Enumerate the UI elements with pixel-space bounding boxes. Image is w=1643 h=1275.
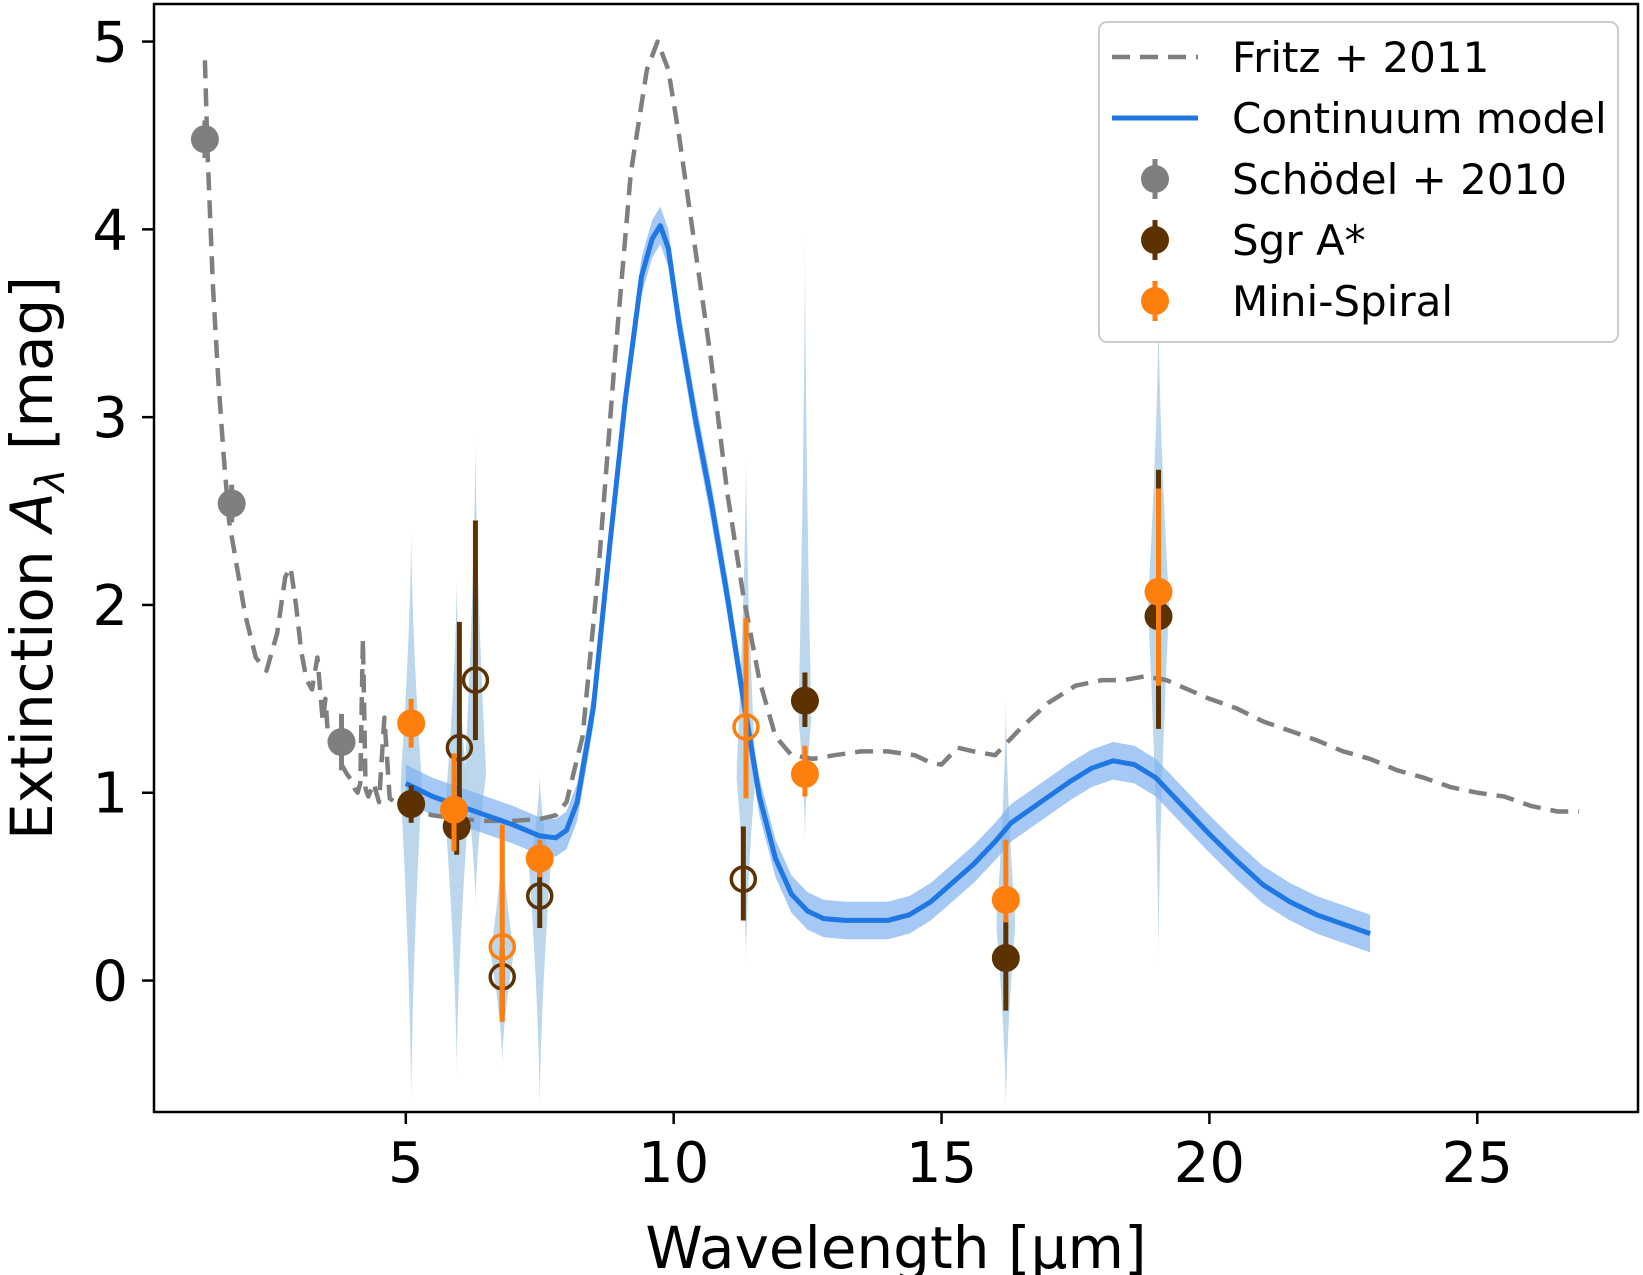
y-tick-label: 0	[92, 950, 128, 1015]
legend-entry-schodel: Schödel + 2010	[1141, 155, 1567, 204]
legend-entry-sgra: Sgr A*	[1141, 216, 1366, 265]
minispiral-point-open	[732, 713, 760, 741]
model-line	[404, 223, 1371, 936]
sgra-point-open	[445, 733, 474, 762]
x-axis: 5 10 15 20 25	[388, 1112, 1513, 1196]
y-axis-label-unit: [mag]	[0, 276, 66, 469]
minispiral-point	[397, 709, 426, 738]
y-tick-label: 1	[92, 762, 128, 827]
minispiral-point-open	[488, 932, 516, 961]
legend-entry-minispiral: Mini-Spiral	[1141, 277, 1453, 326]
legend-swatch-marker	[1141, 165, 1169, 193]
minispiral-point	[790, 759, 819, 788]
minispiral-point	[525, 844, 554, 873]
legend-label: Schödel + 2010	[1232, 155, 1567, 204]
data-points	[190, 120, 1173, 1022]
sgra-point-open	[729, 865, 758, 893]
legend-label: Mini-Spiral	[1232, 277, 1453, 326]
x-tick-label: 5	[388, 1131, 424, 1196]
legend-label: Continuum model	[1232, 94, 1607, 143]
minispiral-point	[440, 795, 469, 824]
schodel-point	[217, 489, 246, 518]
axes-frame	[152, 2, 1640, 1114]
legend-swatch-marker	[1141, 287, 1169, 315]
schodel-point	[327, 728, 356, 757]
sgra-point-open	[461, 666, 490, 694]
plot-area	[190, 39, 1580, 1112]
y-tick-label: 5	[92, 11, 128, 76]
sgra-point	[397, 790, 426, 819]
y-axis-label-text: Extinction	[0, 532, 66, 840]
x-tick-label: 25	[1442, 1131, 1513, 1196]
legend-label: Sgr A*	[1232, 216, 1366, 265]
x-tick-label: 15	[906, 1131, 977, 1196]
minispiral-point	[1144, 577, 1173, 606]
legend-box	[1098, 21, 1619, 343]
sgra-point	[790, 686, 819, 715]
legend-entry-model: Continuum model	[1112, 94, 1607, 143]
sgra-point	[991, 944, 1020, 973]
minispiral-point	[991, 885, 1020, 914]
legend: Fritz + 2011 Continuum model Schödel + 201…	[1098, 21, 1619, 343]
y-axis-label-symbol: A	[0, 492, 66, 536]
x-axis-label: Wavelength [μm]	[645, 1214, 1146, 1275]
y-axis: 0 1 2 3 4 5	[92, 11, 154, 1015]
fritz-line	[202, 39, 1580, 824]
legend-swatch-marker	[1141, 226, 1169, 254]
sgra-point-open	[525, 882, 554, 910]
y-axis-label: Extinction Aλ [mag]	[0, 276, 74, 840]
y-tick-label: 2	[92, 574, 128, 639]
y-axis-label-subscript: λ	[28, 469, 74, 495]
legend-entry-fritz: Fritz + 2011	[1112, 33, 1489, 82]
x-tick-label: 20	[1174, 1131, 1245, 1196]
x-tick-label: 10	[638, 1131, 709, 1196]
schodel-point	[190, 125, 219, 154]
y-tick-label: 4	[92, 198, 128, 263]
y-tick-label: 3	[92, 386, 128, 451]
legend-label: Fritz + 2011	[1232, 33, 1489, 82]
